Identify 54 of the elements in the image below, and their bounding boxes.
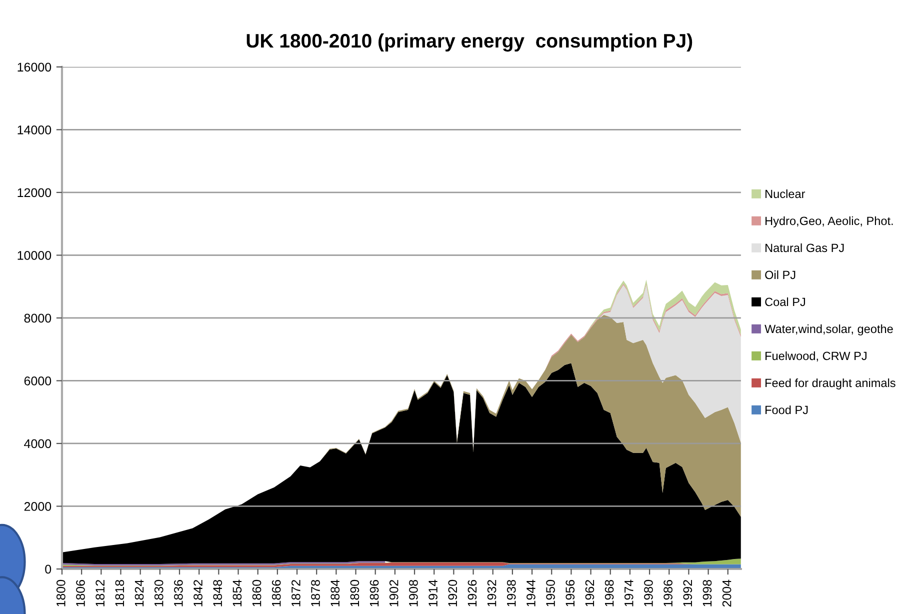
x-tick-label: 1950: [546, 580, 555, 606]
x-tick-label: 1806: [76, 580, 85, 606]
x-tick-label: 1932: [487, 580, 496, 606]
x-tick-label: 1926: [468, 580, 477, 606]
legend-label: Feed for draught animals: [766, 378, 896, 390]
y-tick-label: 0: [45, 564, 52, 574]
legend-label: Food PJ: [766, 405, 808, 414]
x-tick-label: 1974: [624, 580, 634, 606]
x-tick-label: 1956: [566, 580, 575, 606]
x-tick-label: 1848: [213, 580, 222, 606]
x-tick-label: 1944: [526, 580, 536, 606]
x-tick-label: 1872: [292, 580, 300, 606]
x-tick-label: 1962: [585, 580, 594, 606]
x-tick-label: 1818: [115, 580, 124, 606]
x-tick-label: 2004: [722, 580, 732, 607]
legend-label: Hydro,Geo, Aeolic, Phot.: [766, 216, 893, 228]
x-tick-label: 1992: [683, 580, 692, 606]
x-tick-label: 1968: [604, 580, 614, 606]
x-tick-label: 1914: [428, 580, 438, 606]
x-tick-label: 1830: [154, 580, 164, 606]
y-tick-label: 8000: [24, 314, 52, 323]
x-tick-label: 1890: [350, 580, 360, 606]
x-tick-label: 1938: [506, 580, 516, 606]
y-tick-label: 12000: [18, 188, 52, 198]
x-tick-label: 1908: [409, 580, 418, 606]
y-tick-label: 10000: [18, 251, 52, 260]
x-tick-label: 1854: [232, 580, 242, 606]
x-tick-label: 1920: [448, 580, 458, 606]
y-tick-label: 2000: [24, 502, 52, 511]
y-tick-label: 4000: [24, 439, 52, 448]
x-tick-label: 1824: [134, 580, 144, 606]
x-tick-label: 1812: [96, 580, 105, 606]
x-tick-label: 1860: [252, 580, 262, 606]
y-tick-label: 16000: [18, 62, 52, 72]
x-tick-label: 1980: [644, 580, 653, 606]
y-tick-label: 6000: [24, 376, 52, 386]
legend-label: Fuelwood, CRW PJ: [766, 351, 866, 362]
x-tick-label: 1986: [664, 580, 672, 606]
legend-label: Coal PJ: [765, 297, 806, 306]
legend-label: Natural Gas PJ: [766, 243, 844, 252]
y-tick-label: 14000: [18, 125, 52, 134]
x-tick-label: 1902: [389, 580, 398, 606]
x-tick-label: 1998: [702, 580, 712, 606]
x-tick-label: 1800: [56, 580, 66, 606]
x-tick-label: 1896: [370, 580, 379, 606]
chart-title: UK 1800-2010 (primary energy consumption PJ): [246, 33, 692, 52]
x-tick-label: 1884: [330, 580, 340, 606]
x-tick-label: 1878: [311, 580, 320, 606]
legend-label: Nuclear: [766, 189, 806, 198]
x-tick-label: 1866: [272, 580, 281, 606]
x-tick-label: 1836: [174, 580, 183, 606]
legend-label: Water,wind,solar, geothe: [764, 324, 893, 336]
x-tick-label: 1842: [194, 580, 202, 606]
legend-label: Oil PJ: [765, 270, 796, 280]
